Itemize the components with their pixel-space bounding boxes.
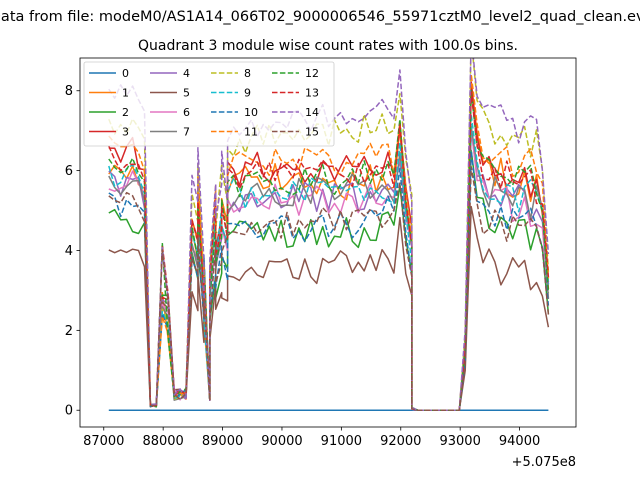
y-tick-label: 2 — [65, 324, 73, 339]
figure-suptitle: Data from file: modeM0/AS1A14_066T02_900… — [0, 9, 640, 25]
series-line-15 — [108, 165, 550, 411]
legend-label-5: 5 — [183, 87, 190, 100]
series-line-12 — [108, 89, 550, 411]
axes-frame — [79, 57, 577, 428]
legend-label-2: 2 — [122, 106, 129, 119]
chart-title: Quadrant 3 module wise count rates with … — [138, 38, 518, 54]
x-tick-label: 92000 — [380, 434, 421, 449]
legend-label-11: 11 — [244, 126, 258, 139]
legend-label-1: 1 — [122, 87, 129, 100]
y-tick-label: 8 — [65, 84, 73, 99]
legend-label-9: 9 — [244, 87, 251, 100]
legend-label-10: 10 — [244, 106, 258, 119]
series-line-13 — [108, 91, 550, 411]
y-tick-label: 0 — [65, 404, 73, 419]
legend-label-8: 8 — [244, 67, 251, 80]
legend-label-4: 4 — [183, 67, 190, 80]
legend-label-0: 0 — [122, 67, 129, 80]
axes: 87000 88000 89000 90000 91000 92000 93000 94000… — [65, 57, 577, 449]
x-tick-label: 87000 — [83, 434, 124, 449]
legend-label-13: 13 — [305, 87, 319, 100]
legend-label-12: 12 — [305, 67, 319, 80]
y-tick-label: 6 — [65, 164, 73, 179]
x-offset-label: +5.075e8 — [512, 455, 576, 470]
x-tick-label: 94000 — [499, 434, 540, 449]
legend-label-7: 7 — [183, 126, 190, 139]
legend-box — [83, 61, 335, 147]
legend-label-14: 14 — [305, 106, 319, 119]
x-tick-label: 90000 — [261, 434, 302, 449]
series-line-11 — [108, 73, 550, 411]
plot-area — [108, 58, 550, 411]
legend-label-3: 3 — [122, 126, 129, 139]
legend-label-6: 6 — [183, 106, 190, 119]
x-tick-label: 91000 — [321, 434, 362, 449]
x-tick-label: 89000 — [202, 434, 243, 449]
y-tick-label: 4 — [65, 244, 73, 259]
x-tick-label: 93000 — [439, 434, 480, 449]
x-tick-label: 88000 — [142, 434, 183, 449]
series-line-10 — [108, 149, 550, 411]
legend-label-15: 15 — [305, 126, 319, 139]
